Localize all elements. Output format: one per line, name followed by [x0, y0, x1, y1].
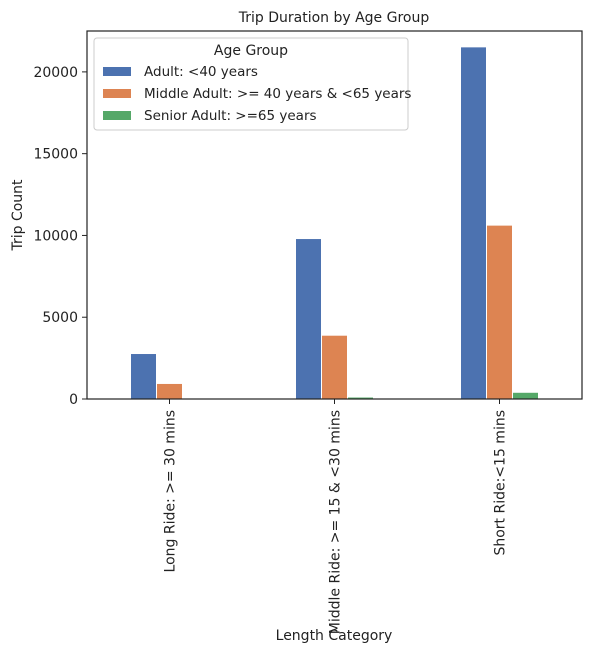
legend-label: Adult: <40 years — [144, 64, 258, 80]
y-tick-label: 5000 — [42, 310, 78, 326]
y-tick-label: 0 — [69, 392, 78, 408]
bar-s2-c1 — [348, 397, 373, 399]
legend-swatch — [103, 89, 131, 98]
x-tick-label: Middle Ride: >= 15 & <30 mins — [328, 410, 344, 634]
bar-s2-c2 — [513, 392, 538, 399]
bar-s0-c0 — [131, 354, 156, 399]
bar-s1-c0 — [157, 383, 182, 399]
x-tick-label: Short Ride:<15 mins — [493, 410, 509, 556]
bar-s0-c1 — [296, 239, 321, 399]
legend-title: Age Group — [214, 43, 288, 59]
chart-title: Trip Duration by Age Group — [238, 10, 430, 26]
y-tick-label: 20000 — [33, 65, 78, 81]
legend-label: Senior Adult: >=65 years — [144, 108, 317, 124]
bar-s0-c2 — [461, 47, 486, 399]
legend-frame — [93, 37, 409, 131]
bars-layer — [131, 47, 538, 399]
bar-s1-c2 — [487, 225, 512, 399]
y-tick-label: 10000 — [33, 228, 78, 244]
y-axis-label: Trip Count — [10, 179, 26, 252]
legend-swatch — [103, 111, 131, 120]
x-axis: Long Ride: >= 30 mins Middle Ride: >= 15 … — [163, 399, 509, 634]
legend: Age Group Adult: <40 years Middle Adult: … — [93, 37, 411, 131]
y-axis: 0 5000 10000 15000 20000 — [33, 65, 87, 408]
x-axis-label: Length Category — [276, 628, 393, 644]
legend-swatch — [103, 67, 131, 76]
y-tick-label: 15000 — [33, 147, 78, 163]
legend-label: Middle Adult: >= 40 years & <65 years — [144, 86, 411, 102]
bar-s1-c1 — [322, 335, 347, 399]
x-tick-label: Long Ride: >= 30 mins — [163, 410, 179, 572]
